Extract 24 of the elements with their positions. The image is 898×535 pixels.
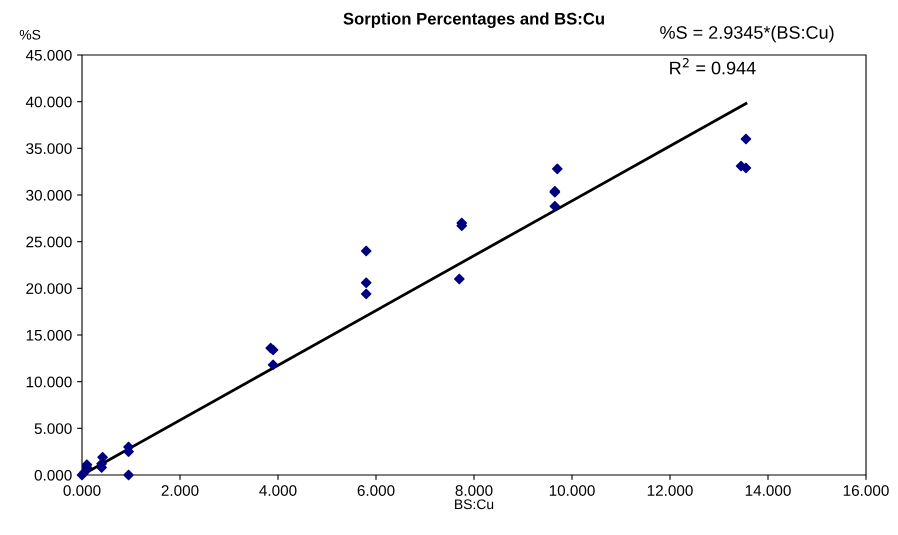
y-tick-label: 20.000 (26, 283, 72, 294)
y-tick-label: 35.000 (26, 143, 72, 154)
text: %S = 2.9345*(BS:Cu) (660, 26, 834, 42)
x-tick-label: 4.000 (259, 485, 297, 496)
x-tick-label: 10.000 (550, 485, 595, 496)
x-tick-label: 2.000 (162, 485, 199, 496)
y-tick-label: 45.000 (26, 50, 72, 61)
y-tick-label: 5.000 (34, 423, 72, 434)
y-tick-label: 15.000 (26, 330, 72, 341)
y-tick-label: 40.000 (26, 96, 72, 108)
x-tick-label: 8.000 (456, 485, 493, 496)
y-tick-label: 30.000 (26, 190, 72, 201)
x-tick-label: 0.000 (63, 485, 101, 496)
x-tick-label: 16.000 (844, 485, 889, 496)
chart-title: Sorption Percentages and BS:Cu (343, 12, 604, 28)
x-tick-label: 6.000 (358, 485, 395, 496)
x-axis-title: BS:Cu (455, 499, 494, 510)
y-tick-label: 25.000 (26, 236, 72, 248)
x-tick-label: 12.000 (648, 485, 693, 496)
y-tick-label: 0.000 (34, 470, 72, 481)
x-tick-label: 14.000 (746, 485, 791, 496)
y-axis-title: %S (20, 30, 40, 40)
y-tick-label: 10.000 (26, 376, 72, 388)
annotation: R$^{2}$ = 0.944 (670, 58, 756, 74)
